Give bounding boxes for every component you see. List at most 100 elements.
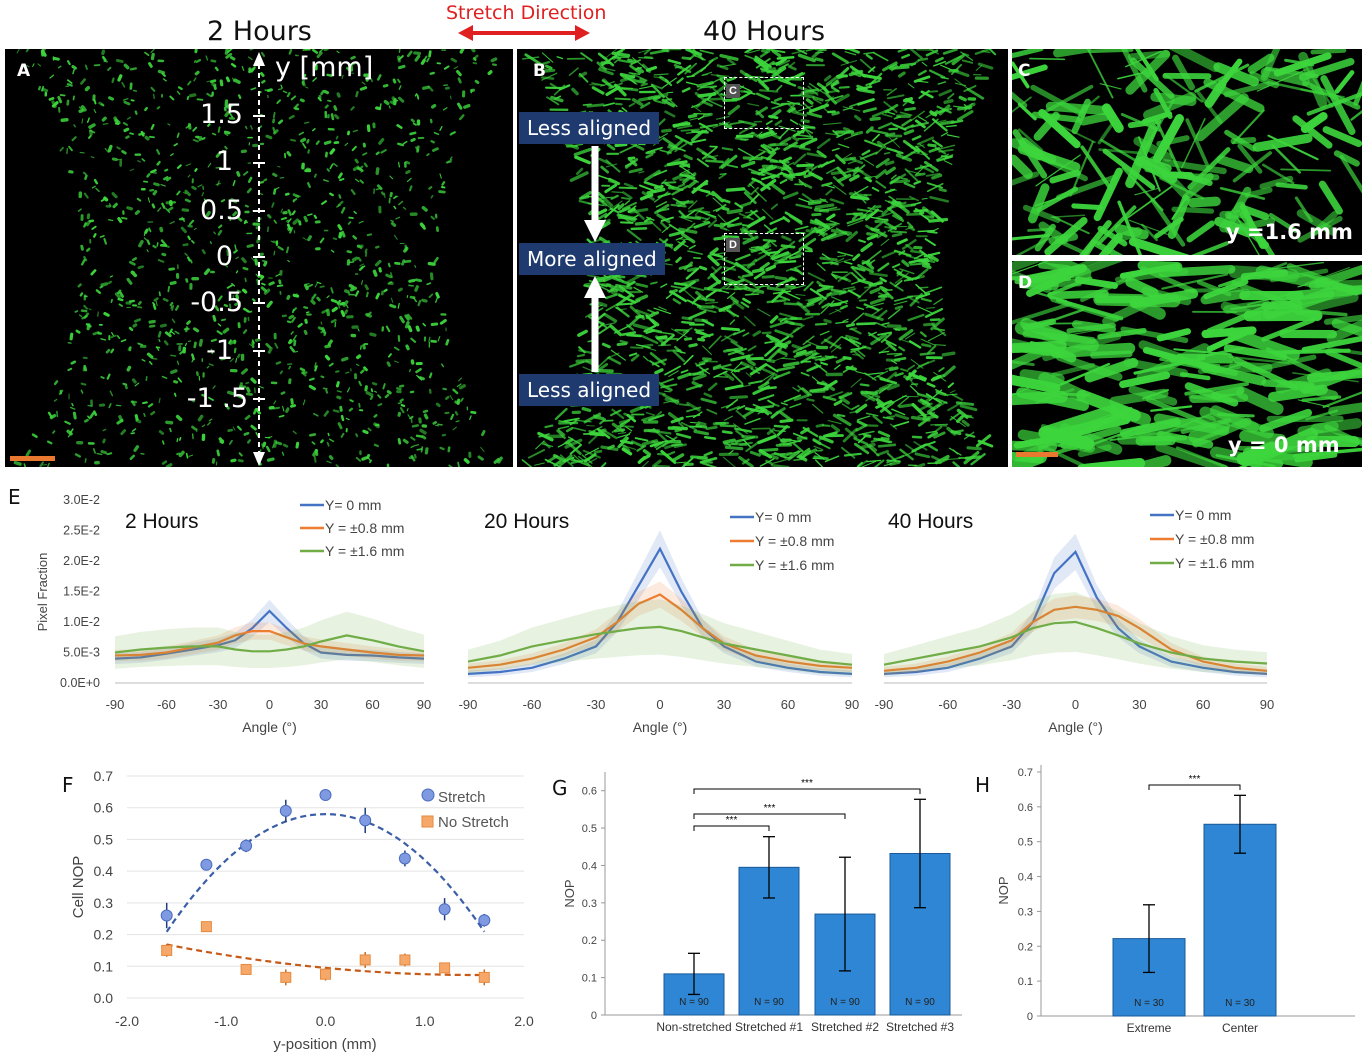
tag-less-aligned-bottom: Less aligned bbox=[519, 374, 660, 406]
chart-e-y-tick: 0.0E+0 bbox=[60, 676, 100, 690]
category-label: Stretched #3 bbox=[886, 1020, 954, 1034]
no-stretch-point bbox=[240, 963, 252, 975]
chart-e-y-tick: 1.5E-2 bbox=[63, 585, 100, 599]
y-tick: 0.7 bbox=[1018, 767, 1033, 779]
panel-d-letter: D bbox=[1018, 273, 1033, 293]
y-label: Cell NOP bbox=[70, 856, 87, 919]
y-tick: 0.6 bbox=[582, 786, 597, 798]
y-tick-neg-0-5: -0.5 bbox=[190, 287, 243, 318]
stretch-direction-label: Stretch Direction bbox=[446, 2, 607, 24]
y-tick: 0.5 bbox=[94, 831, 114, 847]
chart-e-x-tick: 90 bbox=[845, 697, 859, 712]
box-c-outline bbox=[724, 77, 804, 129]
series-error-band bbox=[115, 622, 424, 662]
significance-bracket bbox=[693, 825, 770, 831]
chart-e-x-tick: -60 bbox=[938, 697, 957, 712]
chart-e-x-tick: 0 bbox=[656, 697, 663, 712]
no-stretch-point bbox=[439, 962, 451, 974]
chart-g: 0 0.1 0.2 0.3 0.4 0.5 0.6 NOP N = 90 Non-stretche… bbox=[562, 772, 962, 1034]
y-tick-0: 0 bbox=[215, 241, 233, 272]
panel-c-label: y =1.6 mm bbox=[1226, 220, 1353, 244]
chart-e-y-tick: 5.0E-3 bbox=[63, 646, 100, 660]
legend-label: Y = ±1.6 mm bbox=[755, 557, 834, 573]
chart-e-x-tick: 90 bbox=[1260, 697, 1274, 712]
legend-label: Y = ±1.6 mm bbox=[325, 543, 404, 559]
y-tick: 0 bbox=[1027, 1011, 1033, 1023]
x-tick: 1.0 bbox=[415, 1013, 435, 1029]
chart-e-title: 2 Hours bbox=[125, 510, 199, 533]
chart-e-title: 40 Hours bbox=[888, 510, 973, 533]
chart-e-title: 20 Hours bbox=[484, 510, 569, 533]
x-tick: -2.0 bbox=[115, 1013, 139, 1029]
chart-e-x-tick: 60 bbox=[781, 697, 795, 712]
chart-e-x-tick: -60 bbox=[523, 697, 542, 712]
stretch-fit-curve bbox=[165, 812, 486, 933]
stretch-point bbox=[359, 814, 372, 827]
significance-stars: *** bbox=[726, 815, 738, 826]
chart-e-x-tick: -90 bbox=[106, 697, 125, 712]
series-line bbox=[467, 593, 853, 669]
chart-e-x-tick: -30 bbox=[587, 697, 606, 712]
stretch-point bbox=[478, 914, 491, 927]
significance-stars: *** bbox=[764, 803, 776, 814]
no-stretch-point bbox=[280, 971, 292, 983]
category-label: Stretched #1 bbox=[735, 1020, 803, 1034]
x-tick: -1.0 bbox=[214, 1013, 238, 1029]
series-line bbox=[114, 634, 425, 654]
chart-e-x-tick: 0 bbox=[266, 697, 273, 712]
legend-label: Y = ±0.8 mm bbox=[325, 520, 404, 536]
y-tick: 0.2 bbox=[1018, 941, 1033, 953]
panel-b-letter: B bbox=[533, 61, 546, 81]
y-tick: 0.0 bbox=[94, 990, 114, 1006]
y-tick: 0.6 bbox=[94, 800, 114, 816]
box-d-outline bbox=[724, 233, 804, 285]
category-label: Stretched #2 bbox=[811, 1020, 879, 1034]
category-label: Center bbox=[1222, 1021, 1258, 1035]
scale-bar-a bbox=[10, 456, 55, 461]
legend-label: Y= 0 mm bbox=[755, 509, 811, 525]
panel-c-letter: C bbox=[1018, 61, 1031, 81]
y-tick: 0.3 bbox=[582, 898, 597, 910]
series-line bbox=[883, 620, 1268, 666]
chart-f: 0.0 0.1 0.2 0.3 0.4 0.5 0.6 0.7 -2.0 -1.0 0.0 1.0 2.… bbox=[70, 768, 534, 1053]
no-stretch-point bbox=[320, 968, 331, 980]
series-error-band bbox=[115, 611, 424, 669]
panel-d-closeup bbox=[1012, 261, 1362, 467]
series-error-band bbox=[884, 592, 1267, 676]
y-tick-1: 1 bbox=[215, 146, 233, 177]
alignment-arrows bbox=[584, 146, 606, 372]
chart-e-1: 20 Hours -90 -60 -30 0 30 60 90 Angle (°) Y= 0 mm… bbox=[459, 509, 860, 735]
x-tick: 0.0 bbox=[316, 1013, 336, 1029]
series-line bbox=[883, 550, 1268, 675]
stretch-point bbox=[438, 903, 451, 916]
y-tick-neg-1: -1 bbox=[206, 335, 233, 366]
n-label: N = 30 bbox=[1134, 998, 1164, 1009]
y-tick: 0.2 bbox=[582, 935, 597, 947]
tag-less-aligned-top: Less aligned bbox=[519, 112, 660, 144]
n-label: N = 90 bbox=[754, 997, 784, 1008]
stretch-point bbox=[319, 789, 332, 802]
panel-e-letter: E bbox=[8, 485, 21, 509]
chart-h: 0 0.1 0.2 0.3 0.4 0.5 0.6 0.7 NOP N = 30 Extreme N … bbox=[996, 765, 1355, 1035]
category-label: Non-stretched bbox=[656, 1020, 731, 1034]
chart-e-x-tick: 60 bbox=[1196, 697, 1210, 712]
y-tick: 0.7 bbox=[94, 768, 114, 784]
legend-stretch-label: Stretch bbox=[438, 789, 486, 806]
panel-h-letter: H bbox=[975, 773, 991, 797]
y-tick: 0.1 bbox=[1018, 976, 1033, 988]
chart-e-x-tick: 30 bbox=[717, 697, 731, 712]
chart-e-x-label: Angle (°) bbox=[633, 719, 688, 735]
legend-label: Y= 0 mm bbox=[325, 497, 381, 513]
chart-e-x-tick: -60 bbox=[157, 697, 176, 712]
panel-d-label: y = 0 mm bbox=[1228, 433, 1340, 457]
series-line bbox=[114, 609, 425, 660]
panel-c-closeup bbox=[1012, 49, 1362, 255]
legend-stretch-marker bbox=[421, 788, 435, 802]
chart-e-y-tick: 3.0E-2 bbox=[63, 493, 100, 507]
significance-bracket bbox=[1148, 784, 1241, 790]
y-tick-neg-1-5: -1 .5 bbox=[186, 383, 248, 414]
no-stretch-point bbox=[161, 944, 173, 956]
chart-e-2: 40 Hours -90 -60 -30 0 30 60 90 Angle (°) Y= 0 mm… bbox=[875, 507, 1275, 735]
series-error-band bbox=[468, 599, 852, 676]
